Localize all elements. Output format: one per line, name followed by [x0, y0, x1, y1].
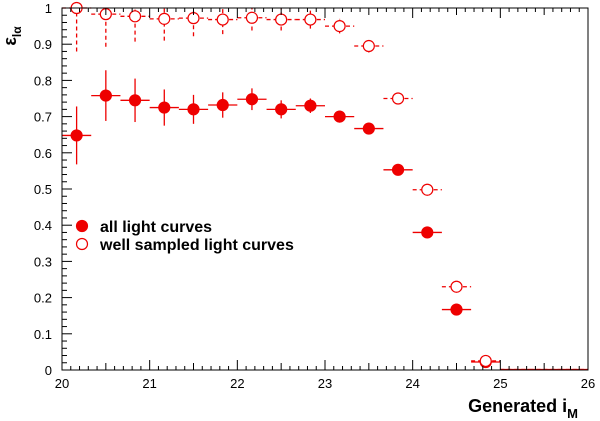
y-axis-title-sub: lα — [10, 26, 24, 37]
x-tick-label: 25 — [493, 376, 507, 391]
data-point — [333, 110, 346, 123]
data-point — [304, 99, 317, 112]
data-point — [391, 163, 405, 176]
y-tick-label: 0.6 — [34, 146, 52, 161]
y-axis-title-main: ε — [0, 37, 20, 46]
data-point — [479, 354, 492, 368]
axis-ticks: 20 21 22 23 24 25 26 0 0.1 0.2 0.3 0.4 0.5 0.6 0.7 0.8 0… — [34, 1, 595, 391]
data-point — [158, 12, 171, 25]
data-point — [245, 93, 259, 106]
legend-marker-well-sampled-light-curves — [75, 237, 89, 251]
x-axis-title: Generated iM — [468, 396, 578, 421]
data-point — [450, 303, 463, 316]
data-point — [421, 226, 434, 239]
y-tick-label: 0.5 — [34, 182, 52, 197]
y-tick-label: 0.8 — [34, 73, 52, 88]
y-tick-label: 0.1 — [34, 327, 52, 342]
data-point — [216, 13, 229, 26]
x-axis-title-main: Generated i — [468, 396, 567, 416]
legend-marker-all-light-curves — [75, 219, 89, 233]
data-point — [99, 89, 112, 102]
y-tick-label: 0.3 — [34, 254, 52, 269]
data-point — [333, 20, 346, 33]
legend: all light curves well sampled light curv… — [75, 219, 294, 254]
legend-label-well-sampled-light-curves: well sampled light curves — [99, 237, 294, 254]
y-tick-label: 0.2 — [34, 291, 52, 306]
y-tick-label: 0 — [45, 363, 52, 378]
x-tick-label: 24 — [405, 376, 419, 391]
data-point — [421, 183, 434, 196]
x-tick-label: 21 — [142, 376, 156, 391]
data-point — [275, 103, 288, 116]
data-point — [128, 10, 142, 23]
data-point — [128, 94, 142, 107]
data-point — [304, 13, 317, 26]
y-tick-label: 1 — [45, 1, 52, 16]
x-tick-label: 23 — [318, 376, 332, 391]
x-tick-label: 22 — [230, 376, 244, 391]
data-point — [245, 11, 259, 24]
legend-label-all-light-curves: all light curves — [100, 219, 212, 236]
data-point — [70, 129, 83, 142]
y-axis-title: εlα — [0, 26, 24, 46]
x-tick-label: 26 — [581, 376, 595, 391]
data-point — [362, 39, 375, 53]
data-point — [216, 98, 229, 112]
data-point — [362, 122, 375, 135]
y-tick-label: 0.7 — [34, 110, 52, 125]
data-point — [391, 92, 405, 105]
data-point — [275, 13, 288, 26]
data-point — [158, 101, 171, 114]
y-tick-label: 0.4 — [34, 218, 52, 233]
x-axis-title-sub: M — [567, 406, 578, 421]
data-point — [187, 103, 200, 116]
y-tick-label: 0.9 — [34, 37, 52, 52]
x-tick-label: 20 — [55, 376, 69, 391]
data-point — [450, 280, 463, 293]
